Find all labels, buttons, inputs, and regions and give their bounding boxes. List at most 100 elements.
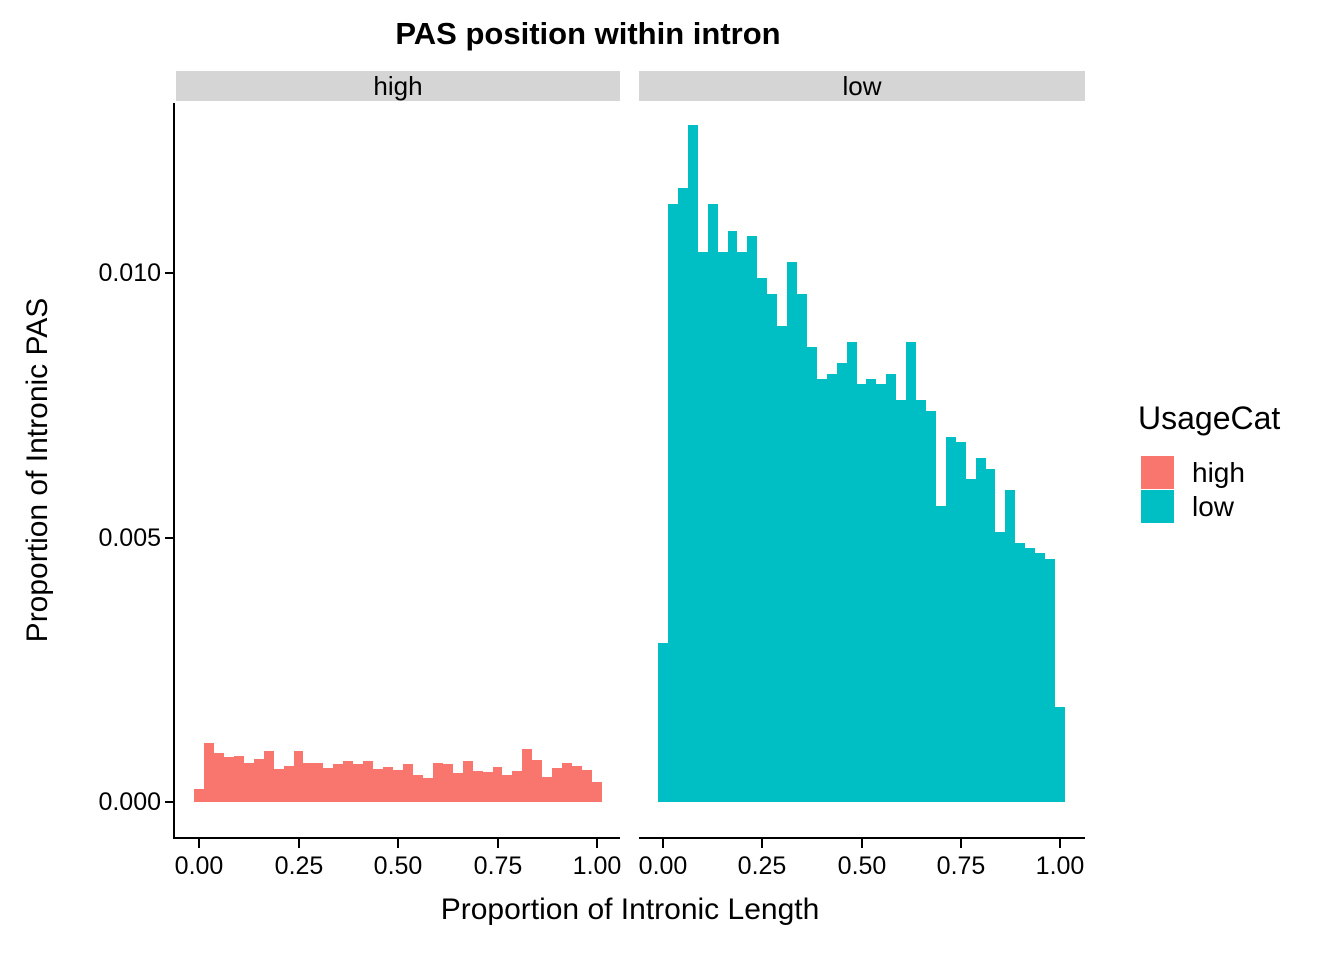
facet-strip-low-label: low bbox=[842, 70, 882, 101]
histogram-bar bbox=[847, 342, 857, 802]
histogram-bar bbox=[837, 363, 847, 802]
histogram-bar bbox=[896, 400, 906, 802]
legend-title: UsageCat bbox=[1138, 400, 1281, 436]
y-axis-tick bbox=[165, 272, 173, 274]
x-axis-tick bbox=[198, 839, 200, 848]
histogram-bar bbox=[995, 532, 1005, 802]
histogram-bar bbox=[234, 756, 244, 802]
histogram-bar bbox=[244, 763, 254, 802]
histogram-bar bbox=[986, 469, 995, 802]
x-axis-tick-label: 1.00 bbox=[1035, 852, 1085, 880]
histogram-bar bbox=[562, 763, 572, 802]
histogram-bar bbox=[323, 768, 333, 802]
histogram-bar bbox=[204, 743, 214, 802]
histogram-bar bbox=[453, 773, 463, 802]
y-axis-title: Proportion of Intronic PAS bbox=[21, 297, 54, 643]
histogram-bar bbox=[363, 761, 373, 802]
histogram-bar bbox=[373, 769, 383, 802]
x-axis-tick-label: 0.00 bbox=[174, 852, 224, 880]
x-axis-tick bbox=[596, 839, 598, 848]
histogram-bar bbox=[333, 764, 343, 802]
histogram-bar bbox=[512, 771, 522, 802]
histogram-bar bbox=[294, 751, 303, 802]
facet-strip-high: high bbox=[176, 71, 620, 101]
histogram-bar bbox=[946, 437, 956, 802]
legend-swatch-low bbox=[1141, 490, 1174, 523]
x-axis-line-low bbox=[639, 837, 1085, 839]
histogram-bar bbox=[313, 763, 323, 802]
x-axis-tick bbox=[397, 839, 399, 848]
x-axis-tick-label: 0.50 bbox=[837, 852, 887, 880]
x-axis-tick-label: 1.00 bbox=[572, 852, 622, 880]
histogram-bar bbox=[857, 384, 866, 802]
x-axis-tick-label: 0.25 bbox=[737, 852, 787, 880]
histogram-bar bbox=[224, 757, 234, 802]
plot-panel-low bbox=[639, 103, 1085, 837]
y-axis-tick-label: 0.010 bbox=[98, 259, 161, 287]
histogram-bar bbox=[876, 384, 886, 802]
histogram-bar bbox=[303, 763, 313, 802]
legend-swatch-high bbox=[1141, 456, 1174, 489]
histogram-bar bbox=[787, 262, 797, 802]
histogram-bar bbox=[956, 442, 966, 802]
histogram-bar bbox=[1045, 559, 1055, 802]
histogram-bar bbox=[728, 231, 737, 802]
histogram-bar bbox=[393, 770, 403, 802]
histogram-bar bbox=[866, 379, 876, 802]
histogram-bar bbox=[383, 767, 393, 802]
legend-label-high: high bbox=[1192, 457, 1245, 488]
histogram-bar bbox=[737, 252, 747, 802]
histogram-bar bbox=[502, 775, 512, 802]
x-axis-tick-label: 0.50 bbox=[373, 852, 423, 880]
y-axis-tick bbox=[165, 537, 173, 539]
histogram-bar bbox=[688, 125, 698, 802]
histogram-bar bbox=[827, 374, 837, 802]
y-axis-line bbox=[173, 103, 175, 839]
histogram-bar bbox=[906, 342, 916, 802]
histogram-bar bbox=[886, 374, 896, 802]
histogram-bar bbox=[777, 326, 787, 802]
facet-strip-low: low bbox=[639, 71, 1085, 101]
histogram-bar bbox=[413, 775, 423, 802]
histogram-bar bbox=[463, 761, 473, 802]
legend-label-low: low bbox=[1192, 491, 1235, 522]
histogram-bar bbox=[353, 764, 363, 802]
histogram-bar bbox=[708, 204, 718, 802]
histogram-bar bbox=[582, 770, 592, 802]
histogram-bar bbox=[1055, 707, 1065, 802]
histogram-bar bbox=[572, 766, 582, 802]
histogram-bar bbox=[1035, 553, 1045, 802]
histogram-bar bbox=[936, 506, 946, 802]
histogram-bar bbox=[807, 347, 817, 802]
histogram-bar bbox=[552, 768, 562, 802]
histogram-bar bbox=[1015, 543, 1025, 802]
histogram-bar bbox=[264, 751, 274, 802]
histogram-bar bbox=[658, 643, 668, 802]
histogram-bar bbox=[926, 411, 936, 802]
histogram-bar bbox=[1005, 490, 1015, 802]
histogram-bar bbox=[274, 769, 284, 802]
x-axis-tick bbox=[662, 839, 664, 848]
x-axis-tick-label: 0.00 bbox=[638, 852, 688, 880]
histogram-bar bbox=[194, 789, 204, 802]
histogram-bar bbox=[718, 252, 728, 802]
histogram-bar bbox=[668, 204, 678, 802]
x-axis-tick bbox=[497, 839, 499, 848]
histogram-bar bbox=[214, 753, 224, 802]
histogram-bar bbox=[976, 458, 986, 802]
histogram-bar bbox=[757, 278, 767, 802]
histogram-bar bbox=[1025, 548, 1035, 802]
x-axis-tick bbox=[960, 839, 962, 848]
histogram-bar bbox=[284, 766, 294, 802]
histogram-bar bbox=[747, 236, 757, 802]
x-axis-title: Proportion of Intronic Length bbox=[440, 893, 820, 926]
y-axis-tick-label: 0.000 bbox=[98, 788, 161, 816]
histogram-bar bbox=[522, 749, 532, 802]
histogram-bar bbox=[817, 379, 827, 802]
y-axis-tick-label: 0.005 bbox=[98, 524, 161, 552]
y-axis-tick bbox=[165, 801, 173, 803]
histogram-bar bbox=[443, 764, 453, 802]
histogram-bar bbox=[542, 777, 552, 802]
histogram-bar bbox=[767, 294, 777, 802]
